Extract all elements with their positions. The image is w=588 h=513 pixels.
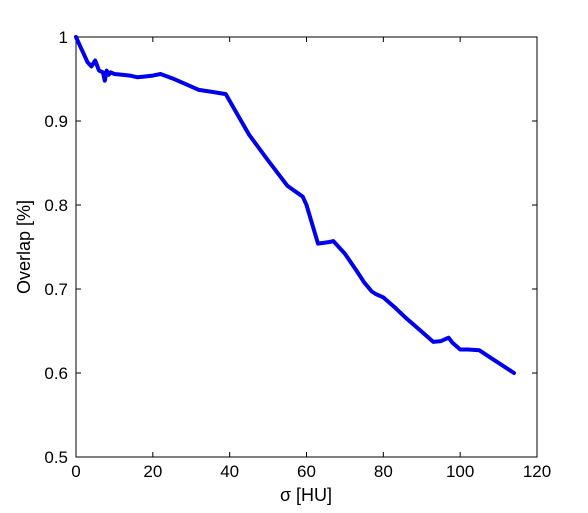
x-tick-label: 60 (297, 462, 316, 481)
series-line (74, 35, 516, 375)
y-tick-label: 0.5 (44, 448, 68, 467)
x-axis-label: σ [HU] (280, 485, 332, 505)
x-axis-ticks: 0 20 40 60 80 100 120 (71, 37, 551, 481)
x-tick-label: 120 (523, 462, 551, 481)
y-tick-label: 0.9 (44, 112, 68, 131)
y-axis-ticks: 0.5 0.6 0.7 0.8 0.9 1 (44, 28, 537, 467)
y-tick-label: 1 (59, 28, 68, 47)
y-tick-label: 0.7 (44, 280, 68, 299)
x-tick-label: 20 (143, 462, 162, 481)
x-tick-label: 100 (446, 462, 474, 481)
x-tick-label: 0 (71, 462, 80, 481)
x-tick-label: 80 (374, 462, 393, 481)
y-tick-label: 0.6 (44, 364, 68, 383)
series-layer (74, 35, 516, 375)
y-tick-label: 0.8 (44, 196, 68, 215)
plot-area (75, 36, 538, 458)
x-tick-label: 40 (220, 462, 239, 481)
y-axis-label: Overlap [%] (14, 200, 34, 294)
